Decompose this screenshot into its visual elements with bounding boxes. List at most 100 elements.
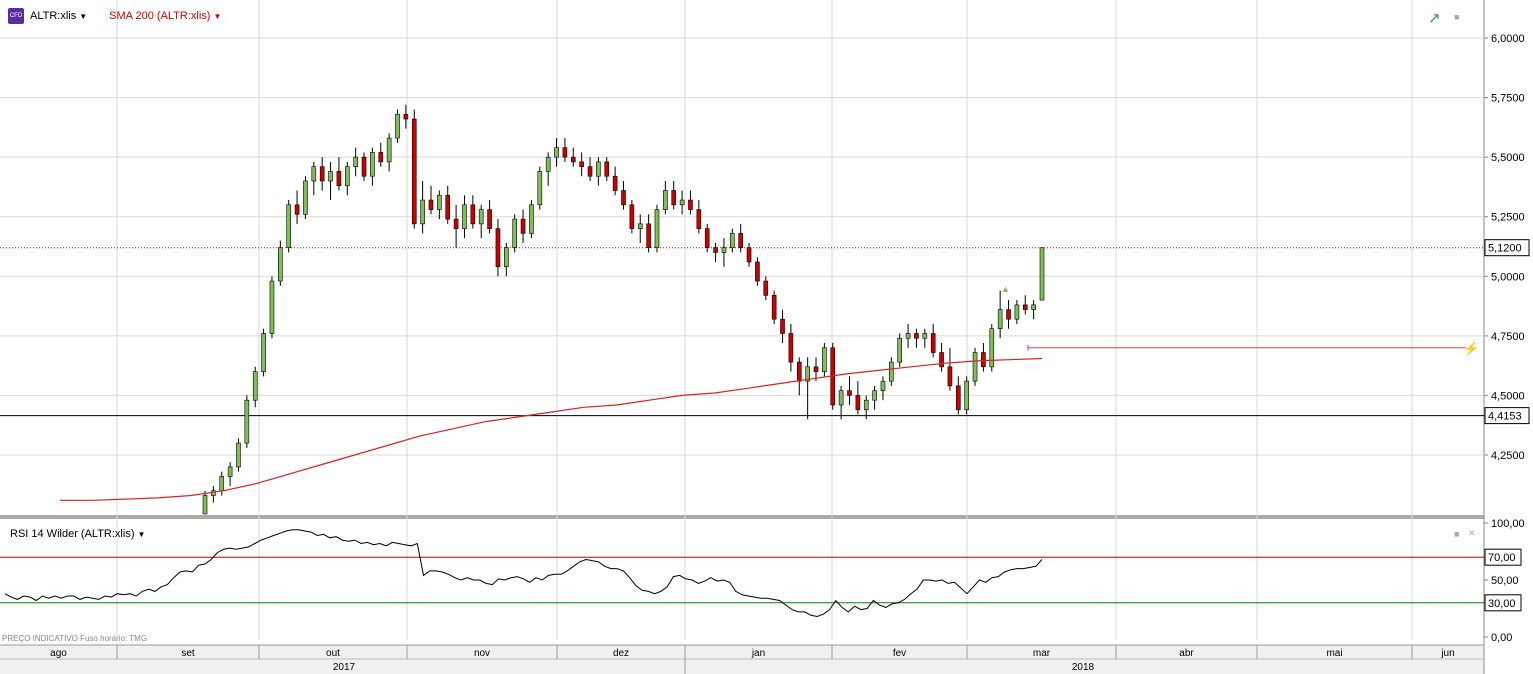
rsi-upper-label: 70,00 xyxy=(1488,552,1516,564)
candle-body xyxy=(629,204,635,229)
candle-body xyxy=(570,156,576,163)
candle-body xyxy=(1014,304,1020,320)
candle-body xyxy=(504,247,509,268)
candle-body xyxy=(696,209,702,229)
y-tick-label: 5,7500 xyxy=(1491,93,1525,105)
rsi-label: RSI 14 Wilder (ALTR:xlis) xyxy=(10,528,135,540)
y-tick-label: 4,7500 xyxy=(1491,331,1525,343)
restore-icon[interactable]: ■ xyxy=(1454,12,1460,22)
candle-body xyxy=(713,247,718,253)
candle-body xyxy=(897,337,903,363)
candle-body xyxy=(219,476,225,492)
rsi-line xyxy=(4,529,1043,618)
candle-body xyxy=(529,204,534,234)
rsi-tick-label: 100,00 xyxy=(1491,518,1525,530)
candle-body xyxy=(227,466,233,477)
candle-body xyxy=(361,156,367,177)
close-icon[interactable]: ✕ xyxy=(1468,528,1476,538)
candle-body xyxy=(679,199,685,206)
candle-body xyxy=(445,194,451,220)
candle-body xyxy=(813,366,819,372)
rsi-selector[interactable]: RSI 14 Wilder (ALTR:xlis) ▼ xyxy=(10,528,145,540)
candle-body xyxy=(889,361,894,382)
rsi-upper-box xyxy=(1484,548,1522,566)
candle-body xyxy=(462,204,467,229)
candle-body xyxy=(278,247,283,282)
candle-body xyxy=(311,166,317,182)
month-label: dez xyxy=(613,648,629,659)
candle-body xyxy=(939,352,944,368)
restore-icon[interactable]: ■ xyxy=(1454,529,1460,539)
candle-body xyxy=(855,395,861,411)
alert-icon: ⚡ xyxy=(1463,341,1479,357)
sma-label: SMA 200 (ALTR:xlis) xyxy=(109,10,211,22)
candle-body xyxy=(755,261,760,282)
candle-body xyxy=(286,204,292,248)
candle-body xyxy=(972,352,978,382)
year-label: 2018 xyxy=(1072,662,1095,673)
symbol-label: ALTR:xlis xyxy=(30,10,77,22)
sma-200-line xyxy=(60,357,1043,501)
rsi-lower-label: 30,00 xyxy=(1488,598,1516,610)
support-label: 4,4153 xyxy=(1488,411,1522,423)
candle-body xyxy=(453,218,459,229)
candle-body xyxy=(478,209,484,225)
month-label: fev xyxy=(893,648,906,659)
candle-body xyxy=(838,390,844,406)
candle-body xyxy=(512,218,517,248)
candle-body xyxy=(997,309,1003,330)
candle-body xyxy=(805,366,810,382)
candle-body xyxy=(1031,304,1036,310)
candle-body xyxy=(261,333,266,372)
candle-body xyxy=(587,166,593,177)
year-label: 2017 xyxy=(333,662,356,673)
candle-body xyxy=(738,233,743,248)
candle-body xyxy=(646,223,651,248)
candle-body xyxy=(353,156,358,167)
last-price-label: 5,1200 xyxy=(1488,243,1522,255)
trend-icon: ↗ xyxy=(1428,10,1441,27)
candle-body xyxy=(863,399,869,411)
month-label: ago xyxy=(50,648,67,659)
month-label: nov xyxy=(474,648,490,659)
candle-body xyxy=(930,333,936,353)
candle-body xyxy=(596,161,601,177)
chevron-down-icon: ▼ xyxy=(137,530,146,539)
candle-body xyxy=(872,390,877,401)
y-tick-label: 6,0000 xyxy=(1491,33,1525,45)
month-label: jan xyxy=(751,648,765,659)
candle-body xyxy=(688,199,693,210)
candle-body xyxy=(730,233,735,248)
last-price-box xyxy=(1484,239,1530,257)
sma-selector[interactable]: SMA 200 (ALTR:xlis) ▼ xyxy=(109,10,221,22)
candle-body xyxy=(328,171,333,182)
candle-body xyxy=(252,371,258,401)
candle-body xyxy=(964,380,969,411)
candle-body xyxy=(612,175,618,191)
candle-body xyxy=(403,113,409,120)
y-tick-label: 5,0000 xyxy=(1491,271,1525,283)
chart-toolbar: CFD ALTR:xlis ▼ SMA 200 (ALTR:xlis) ▼ xyxy=(8,8,221,24)
y-tick-label: 5,2500 xyxy=(1491,212,1525,224)
candle-body xyxy=(922,333,928,339)
candle-body xyxy=(428,199,434,210)
candle-body xyxy=(780,318,785,334)
candle-body xyxy=(495,228,501,268)
rsi-tick-label: 50,00 xyxy=(1491,575,1519,587)
buy-marker-icon: ▲ xyxy=(1001,284,1010,294)
candle-body xyxy=(1022,304,1028,310)
y-tick-label: 5,5000 xyxy=(1491,152,1525,164)
cfd-icon: CFD xyxy=(8,8,24,24)
candle-body xyxy=(880,380,886,391)
support-label-box xyxy=(1484,407,1530,425)
chevron-down-icon: ▼ xyxy=(213,12,222,21)
candle-body xyxy=(236,442,241,468)
month-label: set xyxy=(181,648,195,659)
y-tick-label: 4,2500 xyxy=(1491,450,1525,462)
candle-body xyxy=(788,333,794,363)
candle-body xyxy=(395,113,400,139)
symbol-selector[interactable]: ALTR:xlis ▼ xyxy=(30,10,87,22)
candle-body xyxy=(746,247,752,263)
